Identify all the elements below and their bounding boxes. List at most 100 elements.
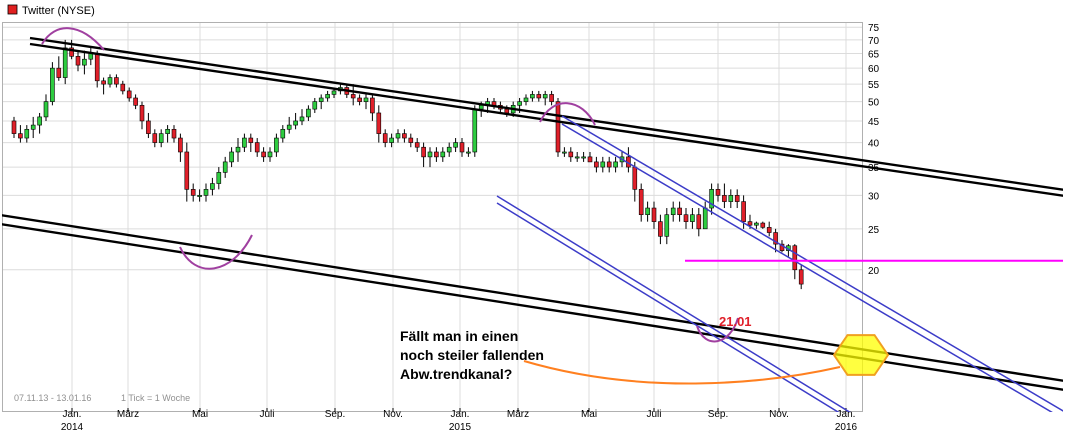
candle-up — [222, 161, 228, 173]
candle-up — [274, 137, 279, 153]
y-tick-label: 55 — [868, 80, 880, 91]
candle-down — [114, 77, 119, 85]
y-tick-label: 40 — [868, 139, 880, 150]
candle — [395, 129, 401, 143]
candle — [126, 87, 132, 102]
candle — [581, 151, 586, 162]
candle-down — [101, 80, 106, 85]
low-arc — [696, 317, 739, 343]
candle — [651, 201, 657, 229]
x-tick-label: Juli — [259, 409, 274, 420]
interval-label: 1 Tick = 1 Woche — [121, 393, 190, 403]
candle-up — [363, 97, 369, 102]
candle-down — [722, 195, 727, 202]
y-tick-label: 50 — [868, 98, 880, 109]
x-tick-label: Nov. — [769, 409, 789, 420]
candle — [50, 62, 55, 106]
candle — [715, 183, 721, 202]
candle-down — [792, 245, 798, 271]
candle — [299, 109, 305, 126]
candle-down — [747, 221, 753, 226]
candle — [165, 125, 170, 143]
upper-trend-line — [29, 42, 1063, 197]
candle-up — [754, 222, 759, 226]
candle — [280, 125, 286, 143]
candle-up — [613, 161, 618, 168]
candle — [203, 183, 209, 202]
candle-down — [69, 47, 74, 57]
candle — [11, 116, 17, 139]
candle — [645, 201, 650, 222]
candle-up — [325, 94, 330, 99]
outer-channel-line — [561, 123, 1053, 412]
annotation-line-1: Fällt man in einen — [400, 328, 518, 344]
candle — [37, 112, 42, 134]
candle — [613, 156, 618, 173]
annotation-line-2: noch steiler fallenden — [400, 347, 544, 363]
candle — [75, 50, 81, 72]
inner-channel-line — [496, 195, 851, 412]
x-tick-label: Mai — [192, 409, 208, 420]
axis-ticks: 202530354045505560657075Jan.2014MärzMaiJ… — [61, 23, 880, 433]
candle-down — [568, 151, 574, 158]
candle-up — [453, 142, 458, 148]
candle — [389, 133, 394, 148]
candle — [235, 138, 241, 162]
y-tick-label: 30 — [868, 191, 880, 202]
candle — [190, 183, 196, 202]
candle-up — [728, 195, 734, 202]
candle — [152, 129, 158, 148]
y-tick-label: 60 — [868, 64, 880, 75]
candle — [683, 208, 689, 229]
candle — [107, 74, 113, 88]
candle — [254, 138, 260, 157]
candle — [101, 77, 106, 95]
x-tick-year: 2016 — [835, 422, 858, 433]
candle-up — [517, 101, 522, 106]
chart-title: Twitter (NYSE) — [22, 5, 95, 17]
candle-up — [229, 151, 234, 163]
candle-up — [216, 172, 222, 184]
candle — [587, 151, 593, 163]
candle — [440, 147, 446, 162]
candle-down — [434, 151, 439, 158]
candle — [43, 94, 49, 121]
candle — [114, 74, 119, 88]
candle — [408, 133, 414, 148]
candle-down — [651, 207, 657, 222]
candle-down — [11, 120, 17, 134]
candle — [229, 147, 234, 168]
y-tick-label: 45 — [868, 117, 880, 128]
candle-down — [18, 133, 23, 139]
candle-down — [190, 189, 196, 196]
x-tick-label: Jan. — [63, 409, 82, 420]
candle — [722, 183, 727, 209]
candle-up — [50, 67, 55, 102]
candle-up — [197, 195, 202, 197]
candle-up — [235, 146, 241, 153]
candle — [754, 221, 759, 229]
candle — [171, 125, 177, 143]
candle — [734, 189, 740, 209]
mid-arc — [539, 102, 596, 126]
candle — [82, 50, 87, 75]
candle-down — [408, 137, 414, 143]
candle-down — [549, 94, 554, 102]
candle-down — [504, 108, 510, 114]
candle-down — [357, 97, 362, 102]
candle-down — [171, 128, 177, 139]
candle — [600, 156, 606, 173]
candle — [728, 189, 734, 209]
candle — [357, 94, 362, 106]
candle — [274, 133, 279, 157]
candle — [434, 147, 439, 162]
candle — [414, 138, 420, 152]
candle-down — [184, 151, 190, 190]
candle-down — [683, 214, 689, 222]
x-tick-label: Nov. — [383, 409, 403, 420]
candle-down — [459, 142, 465, 153]
candle — [670, 201, 676, 222]
candle-up — [581, 156, 586, 159]
candle — [178, 133, 183, 162]
candle — [427, 147, 433, 168]
